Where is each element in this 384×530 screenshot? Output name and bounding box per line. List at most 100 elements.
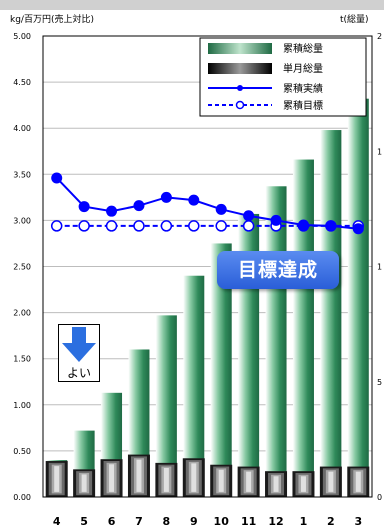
- x-tick-label: 11: [241, 515, 256, 528]
- bar-cumulative: [320, 130, 342, 497]
- good-direction-label: よい: [66, 366, 91, 380]
- y2-tick-label: 5: [377, 378, 382, 387]
- actual-point: [188, 194, 200, 206]
- target-point: [50, 220, 63, 232]
- actual-point: [297, 219, 309, 231]
- legend-label-cum: 累積総量: [283, 42, 323, 55]
- actual-point: [133, 200, 145, 212]
- bar-monthly-inner: [213, 466, 230, 496]
- bar-monthly-layer: [246, 471, 252, 492]
- target-point: [242, 220, 255, 232]
- bar-monthly-inner: [103, 460, 120, 496]
- bar-monthly-layer: [328, 471, 334, 492]
- bar-cumulative: [347, 98, 369, 498]
- bar-monthly-inner: [350, 468, 367, 496]
- y-tick-label: 4.50: [13, 78, 31, 87]
- monthly-bars: [45, 454, 370, 497]
- actual-point: [78, 201, 90, 213]
- legend-label-target: 累積目標: [283, 99, 323, 112]
- bar-monthly-layer: [273, 476, 279, 492]
- bar-cumulative: [292, 159, 314, 497]
- bar-monthly-layer: [136, 459, 142, 492]
- bar-monthly-layer: [300, 476, 306, 492]
- top-bar: [0, 0, 384, 10]
- target-point: [133, 220, 145, 232]
- x-tick-label: 5: [80, 515, 88, 528]
- x-axis-ticks: 4 5 6 7 8 9 10 11 12 1 2 3: [53, 515, 362, 528]
- bar-monthly-layer: [81, 474, 87, 492]
- y-tick-label: 1.00: [13, 401, 31, 410]
- bar-cumulative: [265, 186, 287, 497]
- x-tick-label: 8: [163, 515, 171, 528]
- actual-point: [352, 223, 364, 235]
- legend: 累積総量 単月総量 累積実績 累積目標: [199, 37, 367, 117]
- bar-monthly-layer: [191, 463, 197, 492]
- x-tick-label: 1: [300, 515, 308, 528]
- down-arrow-icon: [62, 327, 96, 362]
- actual-point: [215, 203, 227, 215]
- legend-swatch-cum: [208, 43, 272, 54]
- x-tick-label: 7: [135, 515, 143, 528]
- target-point: [160, 220, 173, 232]
- achievement-badge: 目標達成: [217, 251, 339, 289]
- bar-monthly-inner: [268, 472, 285, 496]
- bar-monthly-layer: [163, 467, 169, 492]
- x-tick-label: 3: [354, 515, 362, 528]
- bar-monthly-inner: [240, 468, 257, 496]
- target-point: [188, 220, 200, 232]
- bar-monthly-layer: [218, 469, 224, 492]
- y-tick-label: 0.50: [13, 447, 31, 456]
- actual-point: [160, 191, 172, 203]
- bar-monthly-inner: [130, 456, 147, 496]
- y2-tick-label: 2: [377, 32, 382, 41]
- y2-axis-ticks: 0 5 1 1 2: [377, 32, 382, 502]
- actual-point: [51, 172, 63, 184]
- bar-cumulative: [155, 315, 177, 497]
- bar-monthly-layer: [54, 466, 60, 492]
- y-tick-label: 3.50: [13, 170, 31, 179]
- actual-line: [51, 172, 364, 235]
- target-point: [78, 220, 90, 232]
- bar-monthly-inner: [185, 460, 202, 496]
- legend-swatch-month: [208, 63, 272, 74]
- good-direction-box: よい: [58, 324, 100, 382]
- y-tick-label: 2.50: [13, 263, 31, 272]
- actual-point: [270, 214, 282, 226]
- y-tick-label: 2.00: [13, 309, 31, 318]
- bar-monthly-inner: [76, 471, 93, 496]
- actual-point: [106, 205, 118, 217]
- bar-monthly-inner: [295, 472, 312, 496]
- y-tick-label: 4.00: [13, 124, 31, 133]
- bar-monthly-inner: [158, 464, 175, 496]
- x-tick-label: 6: [108, 515, 116, 528]
- bar-monthly-inner: [48, 462, 65, 496]
- y-axis-ticks: 0.00 0.50 1.00 1.50 2.00 2.50 3.00 3.50 4.00 4.50…: [13, 32, 31, 502]
- y-tick-label: 1.50: [13, 355, 31, 364]
- legend-marker-target: [235, 100, 245, 110]
- y-right-unit: t(総量): [340, 13, 369, 25]
- x-tick-label: 12: [268, 515, 283, 528]
- y2-tick-label: 1: [377, 147, 382, 156]
- legend-label-actual: 累積実績: [283, 82, 323, 95]
- actual-point: [325, 220, 337, 232]
- bar-monthly-layer: [109, 464, 115, 492]
- plot-frame: [42, 35, 373, 498]
- y-tick-label: 0.00: [13, 493, 31, 502]
- y2-tick-label: 0: [377, 493, 382, 502]
- y-tick-label: 3.00: [13, 216, 31, 225]
- actual-point: [243, 210, 255, 222]
- target-point: [215, 220, 227, 232]
- target-point: [105, 220, 118, 232]
- x-tick-label: 9: [190, 515, 198, 528]
- cumulative-bars: [46, 98, 369, 498]
- y-left-unit: kg/百万円(売上対比): [10, 13, 94, 25]
- x-tick-label: 4: [53, 515, 61, 528]
- x-tick-label: 10: [214, 515, 230, 528]
- bar-cumulative: [210, 243, 232, 497]
- bar-cumulative: [183, 275, 205, 497]
- bar-monthly-inner: [322, 468, 339, 496]
- legend-label-month: 単月総量: [283, 62, 323, 75]
- y2-tick-label: 1: [377, 263, 382, 272]
- bar-monthly-layer: [355, 471, 361, 492]
- x-tick-label: 2: [327, 515, 335, 528]
